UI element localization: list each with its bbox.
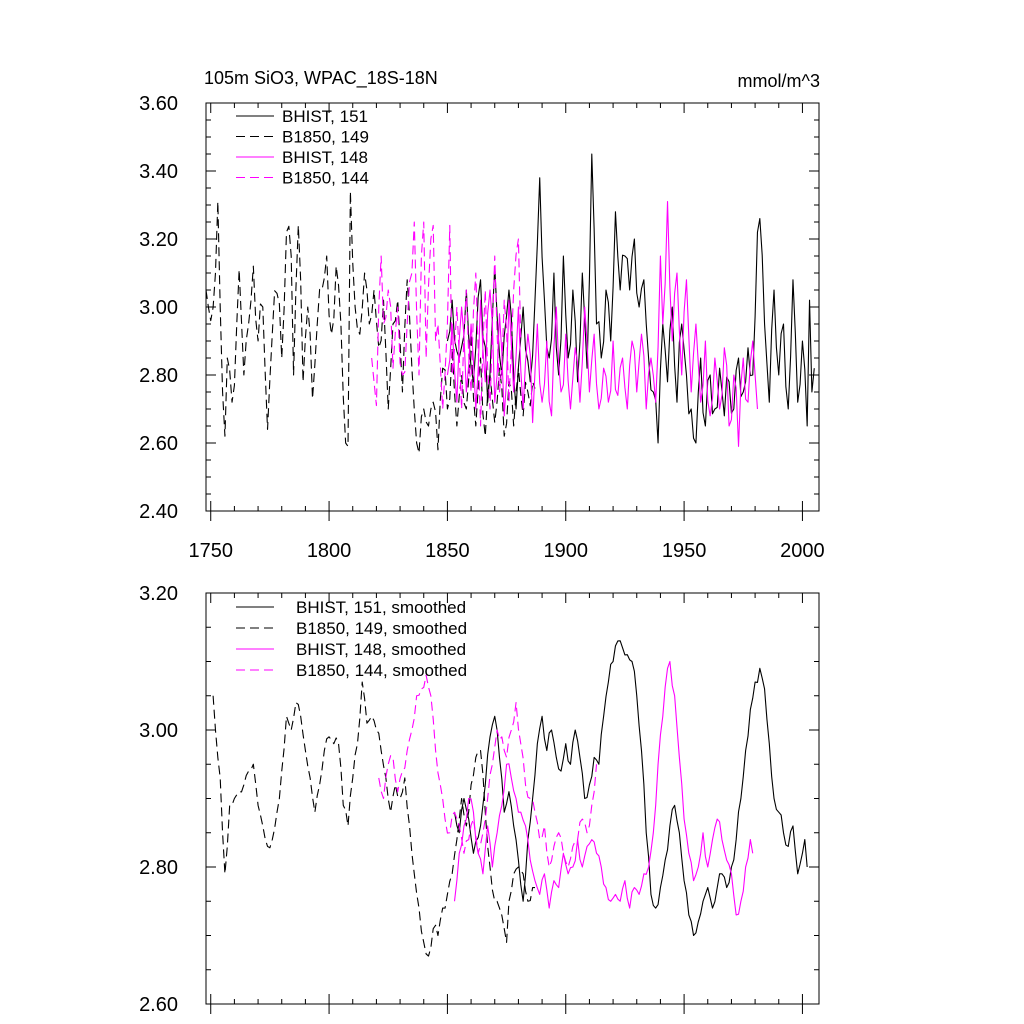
bottom-axis-ticks (206, 592, 819, 1014)
series-line-bhist-151-smoothed (453, 640, 808, 937)
top-y-tick-label: 3.40 (139, 161, 178, 183)
legend-label-bhist-148: BHIST, 148 (282, 148, 368, 167)
top-y-tick-label: 2.80 (139, 365, 178, 387)
bottom-y-tick-labels: 2.60 2.80 3.00 3.20 (139, 583, 178, 1016)
legend-label-bhist-148-smoothed: BHIST, 148, smoothed (296, 640, 466, 659)
top-y-tick-label: 3.60 (139, 93, 178, 115)
legend-label-b1850-149: B1850, 149 (282, 128, 369, 147)
bottom-plot-frame (205, 592, 820, 1005)
series-line-bhist-148-smoothed (453, 660, 754, 916)
legend-label-bhist-151: BHIST, 151 (282, 107, 368, 126)
bottom-y-tick-label: 2.60 (139, 994, 178, 1016)
top-y-tick-labels: 2.40 2.60 2.80 3.00 3.20 3.40 3.60 (139, 93, 178, 523)
bottom-y-tick-label: 3.00 (139, 720, 178, 742)
top-y-tick-label: 3.00 (139, 297, 178, 319)
legend-label-bhist-151-smoothed: BHIST, 151, smoothed (296, 598, 466, 617)
series-line-bhist-148 (446, 201, 759, 447)
series-line-b1850-149-smoothed (212, 681, 535, 957)
legend-label-b1850-149-smoothed: B1850, 149, smoothed (296, 619, 467, 638)
top-title-right: mmol/m^3 (738, 71, 820, 91)
bottom-panel: 2.60 2.80 3.00 3.20 BHIST, 151, smoothed B18… (139, 583, 820, 1016)
series-line-b1850-144-smoothed (378, 674, 598, 868)
top-x-tick-label: 1950 (662, 540, 707, 562)
top-title-left: 105m SiO3, WPAC_18S-18N (204, 68, 438, 89)
legend-label-b1850-144-smoothed: B1850, 144, smoothed (296, 661, 467, 680)
top-panel: 105m SiO3, WPAC_18S-18N mmol/m^3 2.40 2.6… (139, 68, 825, 562)
top-x-tick-label: 1900 (544, 540, 589, 562)
top-axis-ticks (206, 102, 819, 521)
bottom-y-tick-label: 3.20 (139, 583, 178, 605)
top-x-tick-label: 1800 (307, 540, 352, 562)
top-plot-frame (205, 102, 820, 512)
top-series-group (205, 153, 815, 454)
top-y-tick-label: 2.40 (139, 501, 178, 523)
top-y-tick-label: 3.20 (139, 229, 178, 251)
bottom-series-group (212, 640, 808, 957)
bottom-legend: BHIST, 151, smoothed B1850, 149, smoothed… (236, 598, 467, 680)
series-line-bhist-151 (446, 153, 815, 444)
top-x-tick-label: 1750 (188, 540, 233, 562)
top-x-tick-labels: 1750 1800 1850 1900 1950 2000 (188, 540, 824, 562)
top-y-tick-label: 2.60 (139, 433, 178, 455)
series-line-b1850-144 (371, 221, 522, 427)
top-x-tick-label: 2000 (780, 540, 825, 562)
bottom-y-tick-label: 2.80 (139, 857, 178, 879)
top-x-tick-label: 1850 (425, 540, 470, 562)
series-line-b1850-149 (205, 190, 536, 454)
legend-label-b1850-144: B1850, 144 (282, 169, 369, 188)
